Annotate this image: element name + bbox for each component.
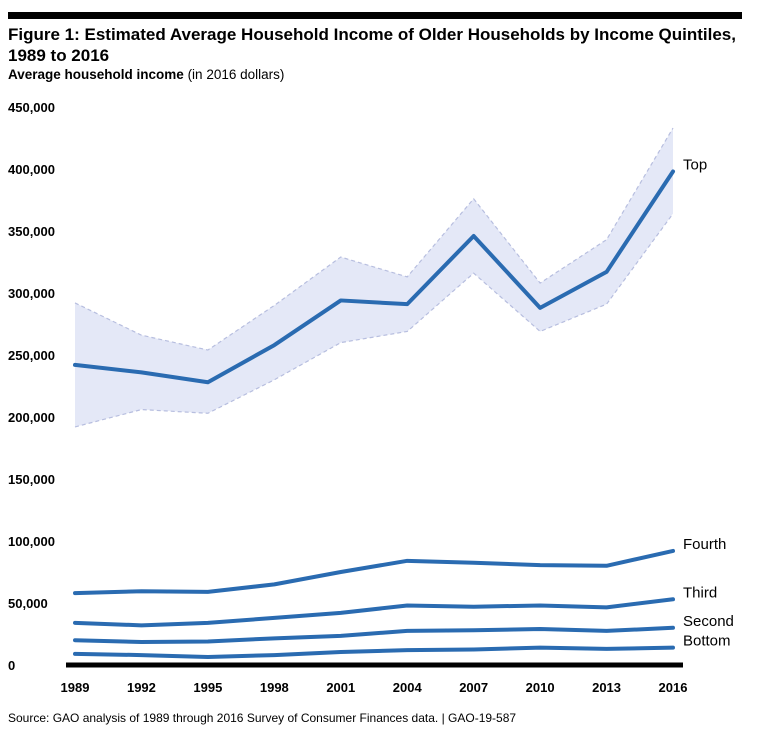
- point-fourth-2004: [406, 560, 408, 562]
- point-top-2007: [473, 235, 475, 237]
- x-tick-label: 2004: [393, 680, 423, 695]
- point-top-1998: [273, 344, 275, 346]
- point-second-2004: [406, 630, 408, 632]
- y-tick-label: 250,000: [8, 348, 55, 363]
- x-tick-label: 2016: [659, 680, 688, 695]
- point-top-1995: [207, 381, 209, 383]
- series-line-bottom: [73, 645, 675, 659]
- point-third-1995: [207, 622, 209, 624]
- band-upper-top: [74, 127, 674, 351]
- x-tick-label: 1989: [61, 680, 90, 695]
- source-note: Source: GAO analysis of 1989 through 201…: [8, 711, 517, 725]
- x-tick-label: 2007: [459, 680, 488, 695]
- point-third-2016: [672, 598, 674, 600]
- point-third-1998: [273, 617, 275, 619]
- point-third-2013: [606, 606, 608, 608]
- band-lower-top: [74, 213, 674, 428]
- point-top-1989: [74, 364, 76, 366]
- point-third-1992: [140, 624, 142, 626]
- y-tick-label: 400,000: [8, 162, 55, 177]
- y-tick-label: 100,000: [8, 534, 55, 549]
- series-label-top: Top: [683, 156, 707, 173]
- point-top-2016: [672, 170, 674, 172]
- series-label-fourth: Fourth: [683, 536, 726, 553]
- series-labels-layer: Top Fourth Third Second Bottom: [683, 156, 734, 649]
- point-fourth-1992: [140, 590, 142, 592]
- point-second-1989: [74, 639, 76, 641]
- point-second-1995: [207, 640, 209, 642]
- point-third-2010: [539, 604, 541, 606]
- point-bottom-1995: [207, 656, 209, 658]
- point-third-2001: [340, 612, 342, 614]
- band-top: [75, 128, 673, 427]
- point-top-2010: [539, 307, 541, 309]
- point-second-2010: [539, 628, 541, 630]
- series-line-top: [73, 169, 675, 385]
- line-chart: 0 50,000 100,000 150,000 200,000 250,000 300,0…: [8, 100, 734, 695]
- point-second-2007: [473, 629, 475, 631]
- point-bottom-1992: [140, 654, 142, 656]
- point-top-1992: [140, 371, 142, 373]
- point-top-2004: [406, 303, 408, 305]
- x-tick-label: 2010: [526, 680, 555, 695]
- series-label-second: Second: [683, 613, 734, 630]
- point-top-2001: [340, 299, 342, 301]
- point-top-2013: [606, 271, 608, 273]
- point-bottom-1998: [273, 654, 275, 656]
- point-fourth-1998: [273, 583, 275, 585]
- x-tick-label: 1995: [193, 680, 222, 695]
- point-fourth-2010: [539, 564, 541, 566]
- subtitle-bold: Average household income: [8, 67, 184, 82]
- point-fourth-2007: [473, 562, 475, 564]
- point-second-2016: [672, 627, 674, 629]
- point-second-2013: [606, 630, 608, 632]
- y-tick-label: 350,000: [8, 224, 55, 239]
- y-tick-label: 300,000: [8, 286, 55, 301]
- point-bottom-2004: [406, 649, 408, 651]
- confidence-band-layer: [74, 127, 674, 428]
- point-second-1992: [140, 641, 142, 643]
- point-bottom-1989: [74, 653, 76, 655]
- y-tick-label: 450,000: [8, 100, 55, 115]
- point-bottom-2010: [539, 647, 541, 649]
- y-tick-label: 150,000: [8, 472, 55, 487]
- series-label-third: Third: [683, 584, 717, 601]
- point-fourth-2016: [672, 550, 674, 552]
- series-label-bottom: Bottom: [683, 633, 731, 650]
- axes-layer: 0 50,000 100,000 150,000 200,000 250,000 300,0…: [8, 100, 687, 695]
- top-rule: [8, 12, 742, 19]
- y-tick-label: 50,000: [8, 596, 48, 611]
- point-bottom-2013: [606, 648, 608, 650]
- point-third-2007: [473, 606, 475, 608]
- point-fourth-1995: [207, 591, 209, 593]
- figure-title: Figure 1: Estimated Average Household In…: [8, 25, 736, 65]
- point-third-1989: [74, 622, 76, 624]
- point-fourth-2001: [340, 571, 342, 573]
- y-tick-label: 0: [8, 658, 15, 673]
- series-line-second: [73, 625, 675, 645]
- point-bottom-2016: [672, 647, 674, 649]
- series-line-fourth: [73, 548, 675, 596]
- point-second-2001: [340, 635, 342, 637]
- series-lines-layer: [73, 169, 675, 659]
- subtitle-units: (in 2016 dollars): [187, 67, 285, 82]
- axis-subtitle: Average household income (in 2016 dollar…: [8, 67, 284, 82]
- x-tick-label: 2013: [592, 680, 621, 695]
- x-tick-label: 2001: [326, 680, 355, 695]
- point-third-2004: [406, 604, 408, 606]
- point-fourth-2013: [606, 565, 608, 567]
- point-fourth-1989: [74, 592, 76, 594]
- point-second-1998: [273, 637, 275, 639]
- series-line-third: [73, 597, 675, 628]
- y-tick-label: 200,000: [8, 410, 55, 425]
- point-bottom-2001: [340, 651, 342, 653]
- x-tick-label: 1992: [127, 680, 156, 695]
- x-tick-label: 1998: [260, 680, 289, 695]
- point-bottom-2007: [473, 649, 475, 650]
